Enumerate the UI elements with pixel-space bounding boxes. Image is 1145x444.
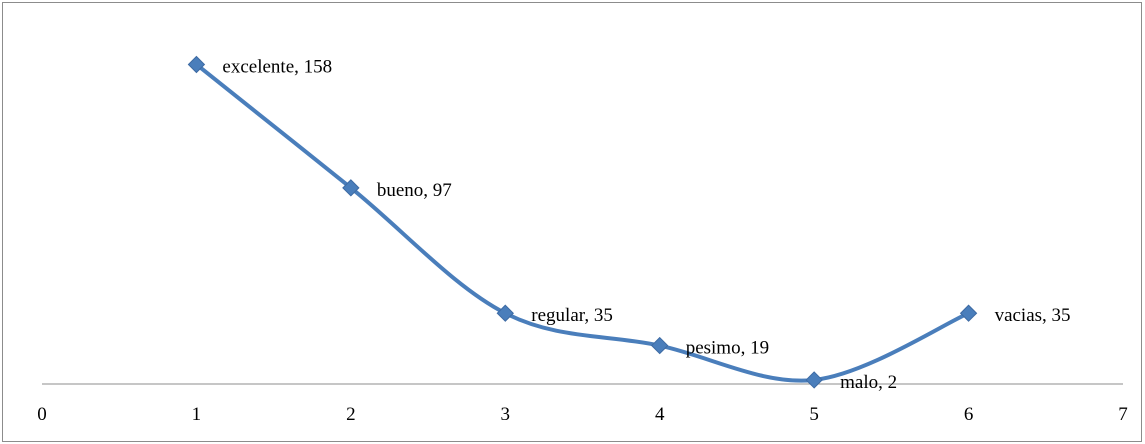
data-label: regular, 35 <box>531 305 613 326</box>
data-point-marker <box>651 336 669 355</box>
data-point-marker <box>342 179 360 197</box>
x-tick-label: 4 <box>655 404 665 425</box>
x-tick-label: 1 <box>192 404 202 425</box>
x-tick-label: 2 <box>346 404 356 425</box>
data-point-marker <box>959 304 978 322</box>
data-label: pesimo, 19 <box>686 338 769 359</box>
x-tick-label: 5 <box>809 404 819 425</box>
data-label: excelente, 158 <box>222 56 332 77</box>
data-label: vacias, 35 <box>995 305 1071 326</box>
data-label: bueno, 97 <box>377 180 452 201</box>
data-label: malo, 2 <box>840 372 897 393</box>
x-tick-label: 0 <box>37 404 47 425</box>
series-line <box>194 62 971 383</box>
x-tick-label: 3 <box>501 404 511 425</box>
x-tick-label: 6 <box>964 404 974 425</box>
x-tick-label: 7 <box>1118 404 1128 425</box>
data-point-marker <box>187 55 206 74</box>
data-point-marker <box>496 304 514 322</box>
data-point-marker <box>805 371 823 389</box>
